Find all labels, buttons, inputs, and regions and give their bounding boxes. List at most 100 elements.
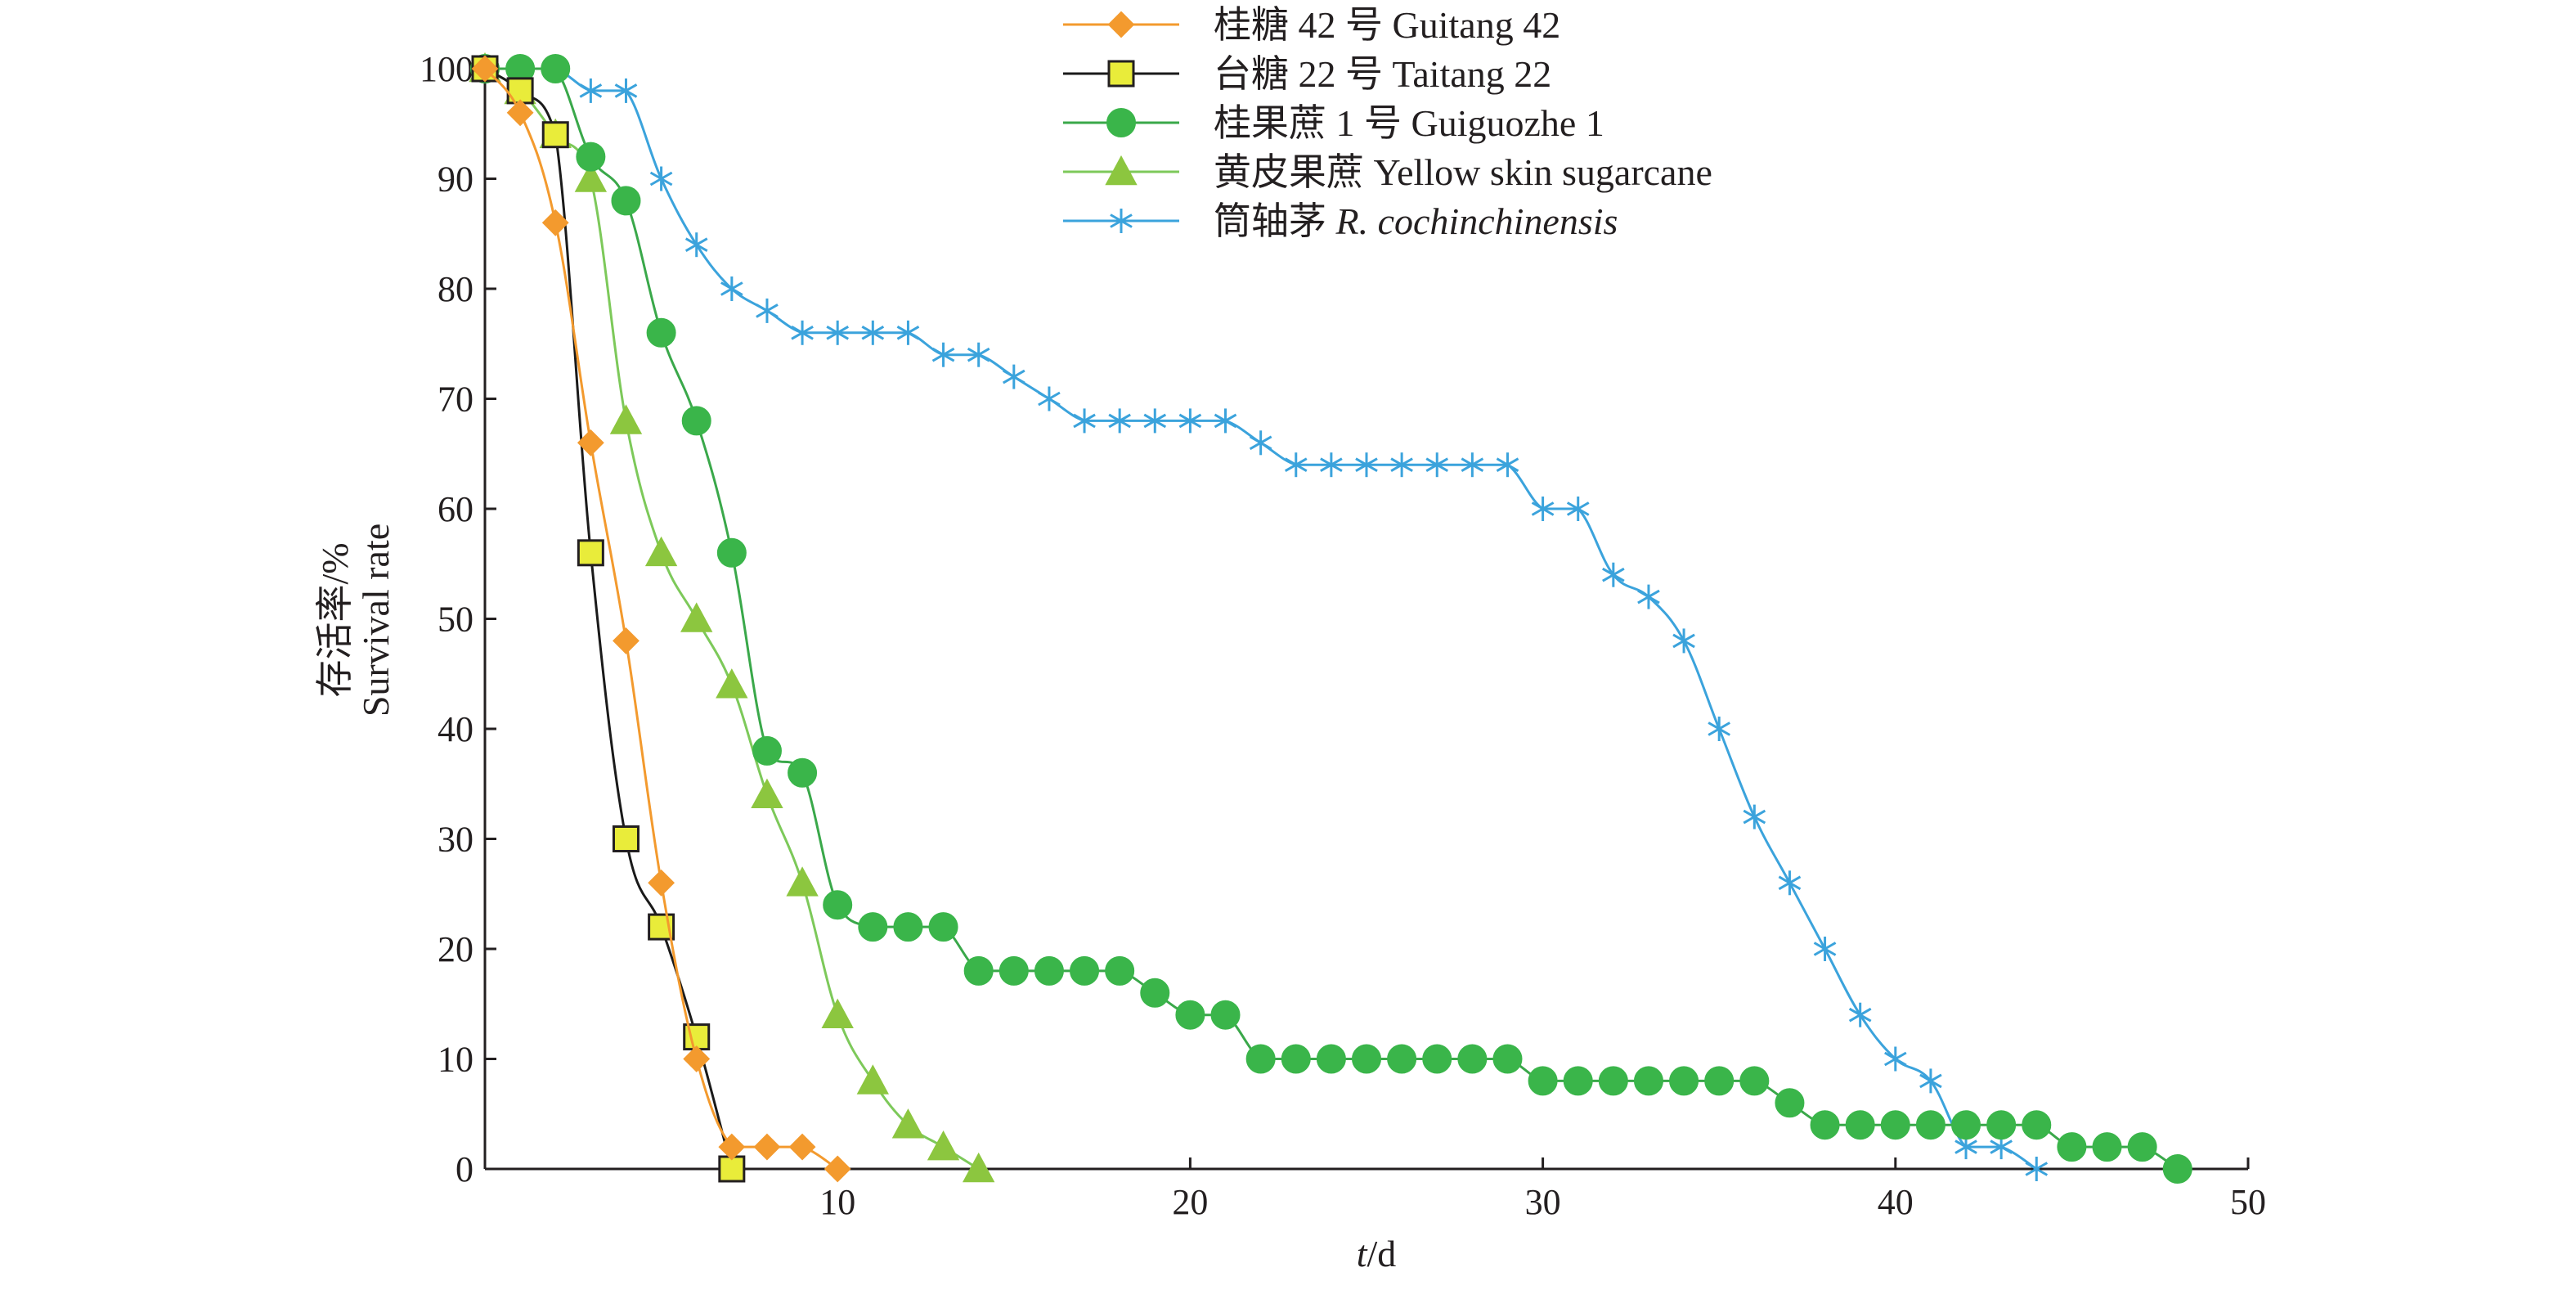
data-point	[577, 539, 604, 567]
x-tick-label: 10	[819, 1182, 855, 1222]
legend-label: 台糖 22 号 Taitang 22	[1214, 53, 1551, 95]
data-point	[1637, 584, 1660, 609]
data-point	[1598, 1066, 1628, 1096]
data-point	[541, 54, 571, 83]
data-point	[576, 142, 606, 172]
data-point	[824, 1155, 851, 1183]
data-point	[1880, 1110, 1910, 1140]
data-point	[1108, 408, 1131, 434]
data-point	[1105, 955, 1135, 986]
data-point	[1425, 452, 1449, 478]
data-point	[1775, 1088, 1805, 1118]
legend-label: 桂糖 42 号 Guitang 42	[1214, 4, 1560, 46]
data-point	[1672, 628, 1695, 654]
y-axis-label: 存活率/% Survival rate	[314, 524, 397, 717]
data-point	[471, 55, 499, 83]
data-point	[2092, 1132, 2122, 1162]
data-point	[1457, 1044, 1488, 1074]
data-point	[720, 276, 743, 301]
data-point	[927, 1130, 960, 1161]
data-point	[1986, 1110, 2017, 1140]
data-point	[1563, 1066, 1593, 1096]
legend-marker	[1110, 209, 1133, 233]
y-tick-label: 20	[438, 929, 473, 969]
data-point	[1034, 955, 1064, 986]
data-point	[1704, 1066, 1735, 1096]
data-point	[1070, 955, 1100, 986]
data-point	[999, 955, 1029, 986]
data-point	[1743, 804, 1766, 829]
data-point	[541, 209, 569, 236]
data-point	[1915, 1110, 1945, 1140]
data-point	[1175, 1000, 1205, 1030]
legend-marker	[1105, 155, 1138, 186]
data-point	[683, 1045, 711, 1072]
series-line	[484, 67, 734, 1170]
legend-item: 筒轴茅 R. cochinchinensis	[1063, 200, 1618, 242]
x-axis-label: t/d	[1357, 1233, 1397, 1274]
legend-label: 桂果蔗 1 号 Guiguozhe 1	[1214, 102, 1604, 144]
data-point	[826, 320, 849, 345]
data-point	[1140, 978, 1170, 1008]
data-point	[716, 668, 748, 699]
y-tick-label: 90	[438, 160, 473, 200]
y-axis-label-en: Survival rate	[355, 524, 397, 717]
data-point	[2025, 1157, 2049, 1181]
data-point	[574, 162, 608, 192]
data-point	[612, 825, 640, 852]
data-point	[752, 735, 782, 766]
y-tick-label: 100	[420, 49, 473, 89]
data-point	[1528, 1066, 1558, 1096]
data-point	[1249, 430, 1272, 456]
data-point	[1422, 1044, 1452, 1074]
legend-marker	[1107, 60, 1135, 88]
series-layer	[469, 52, 2192, 1184]
data-point	[644, 536, 678, 567]
y-tick-label: 40	[438, 709, 473, 749]
data-point	[577, 429, 604, 456]
data-point	[2022, 1110, 2052, 1140]
data-point	[683, 1023, 711, 1051]
data-point	[1845, 1110, 1875, 1140]
data-point	[963, 955, 994, 986]
series-3	[470, 54, 2192, 1184]
x-tick-label: 50	[2230, 1182, 2266, 1222]
y-tick-label: 60	[438, 489, 473, 529]
data-point	[649, 166, 673, 191]
legend-item: 黄皮果蔗 Yellow skin sugarcane	[1063, 151, 1712, 193]
data-point	[2127, 1132, 2157, 1162]
data-point	[1352, 1044, 1381, 1074]
data-point	[1178, 408, 1202, 434]
data-point	[1245, 1044, 1276, 1074]
y-tick-label: 0	[456, 1149, 473, 1189]
x-tick-label: 20	[1172, 1182, 1208, 1222]
data-point	[1669, 1066, 1699, 1096]
data-point	[716, 537, 747, 568]
data-point	[1320, 452, 1343, 478]
legend-label: 黄皮果蔗 Yellow skin sugarcane	[1214, 151, 1712, 193]
data-point	[1602, 562, 1625, 587]
data-point	[1951, 1110, 1981, 1140]
data-point	[684, 232, 708, 258]
data-point	[861, 320, 885, 345]
data-point	[967, 342, 990, 367]
data-point	[613, 627, 640, 654]
data-point	[1778, 870, 1802, 896]
data-point	[821, 998, 854, 1028]
data-point	[1143, 408, 1167, 434]
data-point	[2162, 1154, 2192, 1184]
legend-item: 桂果蔗 1 号 Guiguozhe 1	[1063, 102, 1604, 144]
y-axis-label-cn: 存活率/%	[314, 542, 356, 697]
data-point	[786, 866, 819, 897]
data-point	[1633, 1066, 1663, 1096]
data-point	[1492, 1044, 1523, 1074]
series-line	[484, 67, 980, 1171]
data-point	[1214, 408, 1237, 434]
data-point	[893, 912, 923, 942]
series-1	[471, 55, 851, 1183]
chart-axes: 0 10 20 30 40 50 60 70 80 90 100 10 20 30 40 50	[420, 49, 2266, 1222]
data-point	[856, 1064, 889, 1094]
data-point	[1884, 1046, 1907, 1072]
data-point	[823, 890, 853, 920]
data-point	[858, 912, 888, 942]
